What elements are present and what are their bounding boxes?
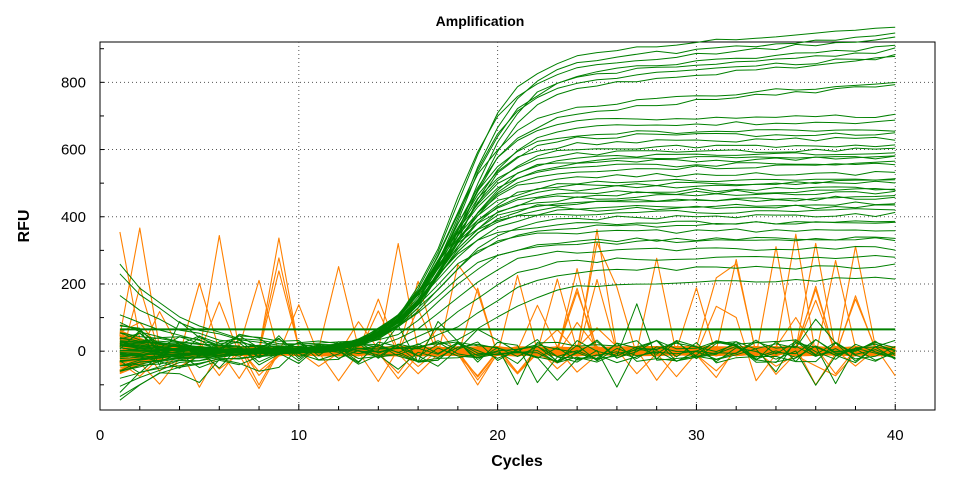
amplified-series-line [119, 113, 896, 398]
amplified-series-line [119, 246, 896, 353]
amplified-series-line [119, 136, 896, 351]
series-group [119, 26, 896, 401]
y-tick-label: 400 [61, 209, 86, 226]
flat-series-line [119, 330, 896, 364]
amplified-series-line [119, 276, 896, 354]
chart-title: Amplification [436, 13, 525, 29]
amplified-series-line [119, 44, 896, 349]
x-tick-label: 0 [96, 427, 104, 444]
flat-series-line [119, 328, 896, 381]
x-axis-label: Cycles [491, 453, 543, 470]
y-tick-label: 200 [61, 276, 86, 293]
grid [100, 42, 935, 410]
amplified-series-line [119, 255, 896, 372]
amplified-series-line [119, 26, 896, 345]
y-tick-label: 0 [78, 343, 86, 360]
flat-series-line [119, 325, 896, 372]
amplified-series-line [119, 211, 896, 353]
flat-series-line [119, 321, 896, 385]
amplified-series-line [119, 32, 896, 348]
y-tick-label: 600 [61, 142, 86, 159]
x-tick-label: 30 [688, 427, 705, 444]
amplified-series-line [119, 236, 896, 357]
minor-ticks [100, 48, 896, 410]
x-tick-label: 40 [887, 427, 904, 444]
amplified-series-line [119, 36, 896, 348]
y-tick-label: 800 [61, 74, 86, 91]
x-tick-label: 10 [290, 427, 307, 444]
x-tick-label: 20 [489, 427, 506, 444]
y-axis-label: RFU [16, 210, 33, 243]
